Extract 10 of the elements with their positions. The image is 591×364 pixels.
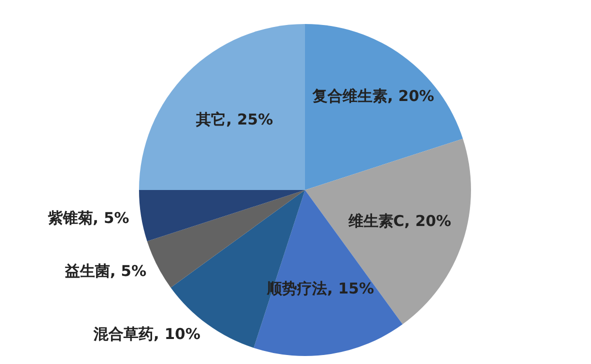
pie-slice (139, 190, 305, 242)
slice-label: 复合维生素, 20% (311, 86, 434, 105)
slice-label: 其它, 25% (195, 110, 273, 129)
slice-label: 紫锥菊, 5% (46, 208, 130, 227)
slice-label: 维生素C, 20% (347, 212, 452, 230)
pie-slice (305, 24, 463, 190)
slice-label: 益生菌, 5% (64, 262, 146, 280)
slice-label: 顺势疗法, 15% (266, 279, 374, 298)
pie-slice (139, 24, 305, 190)
slice-label: 混合草药, 10% (92, 325, 200, 344)
